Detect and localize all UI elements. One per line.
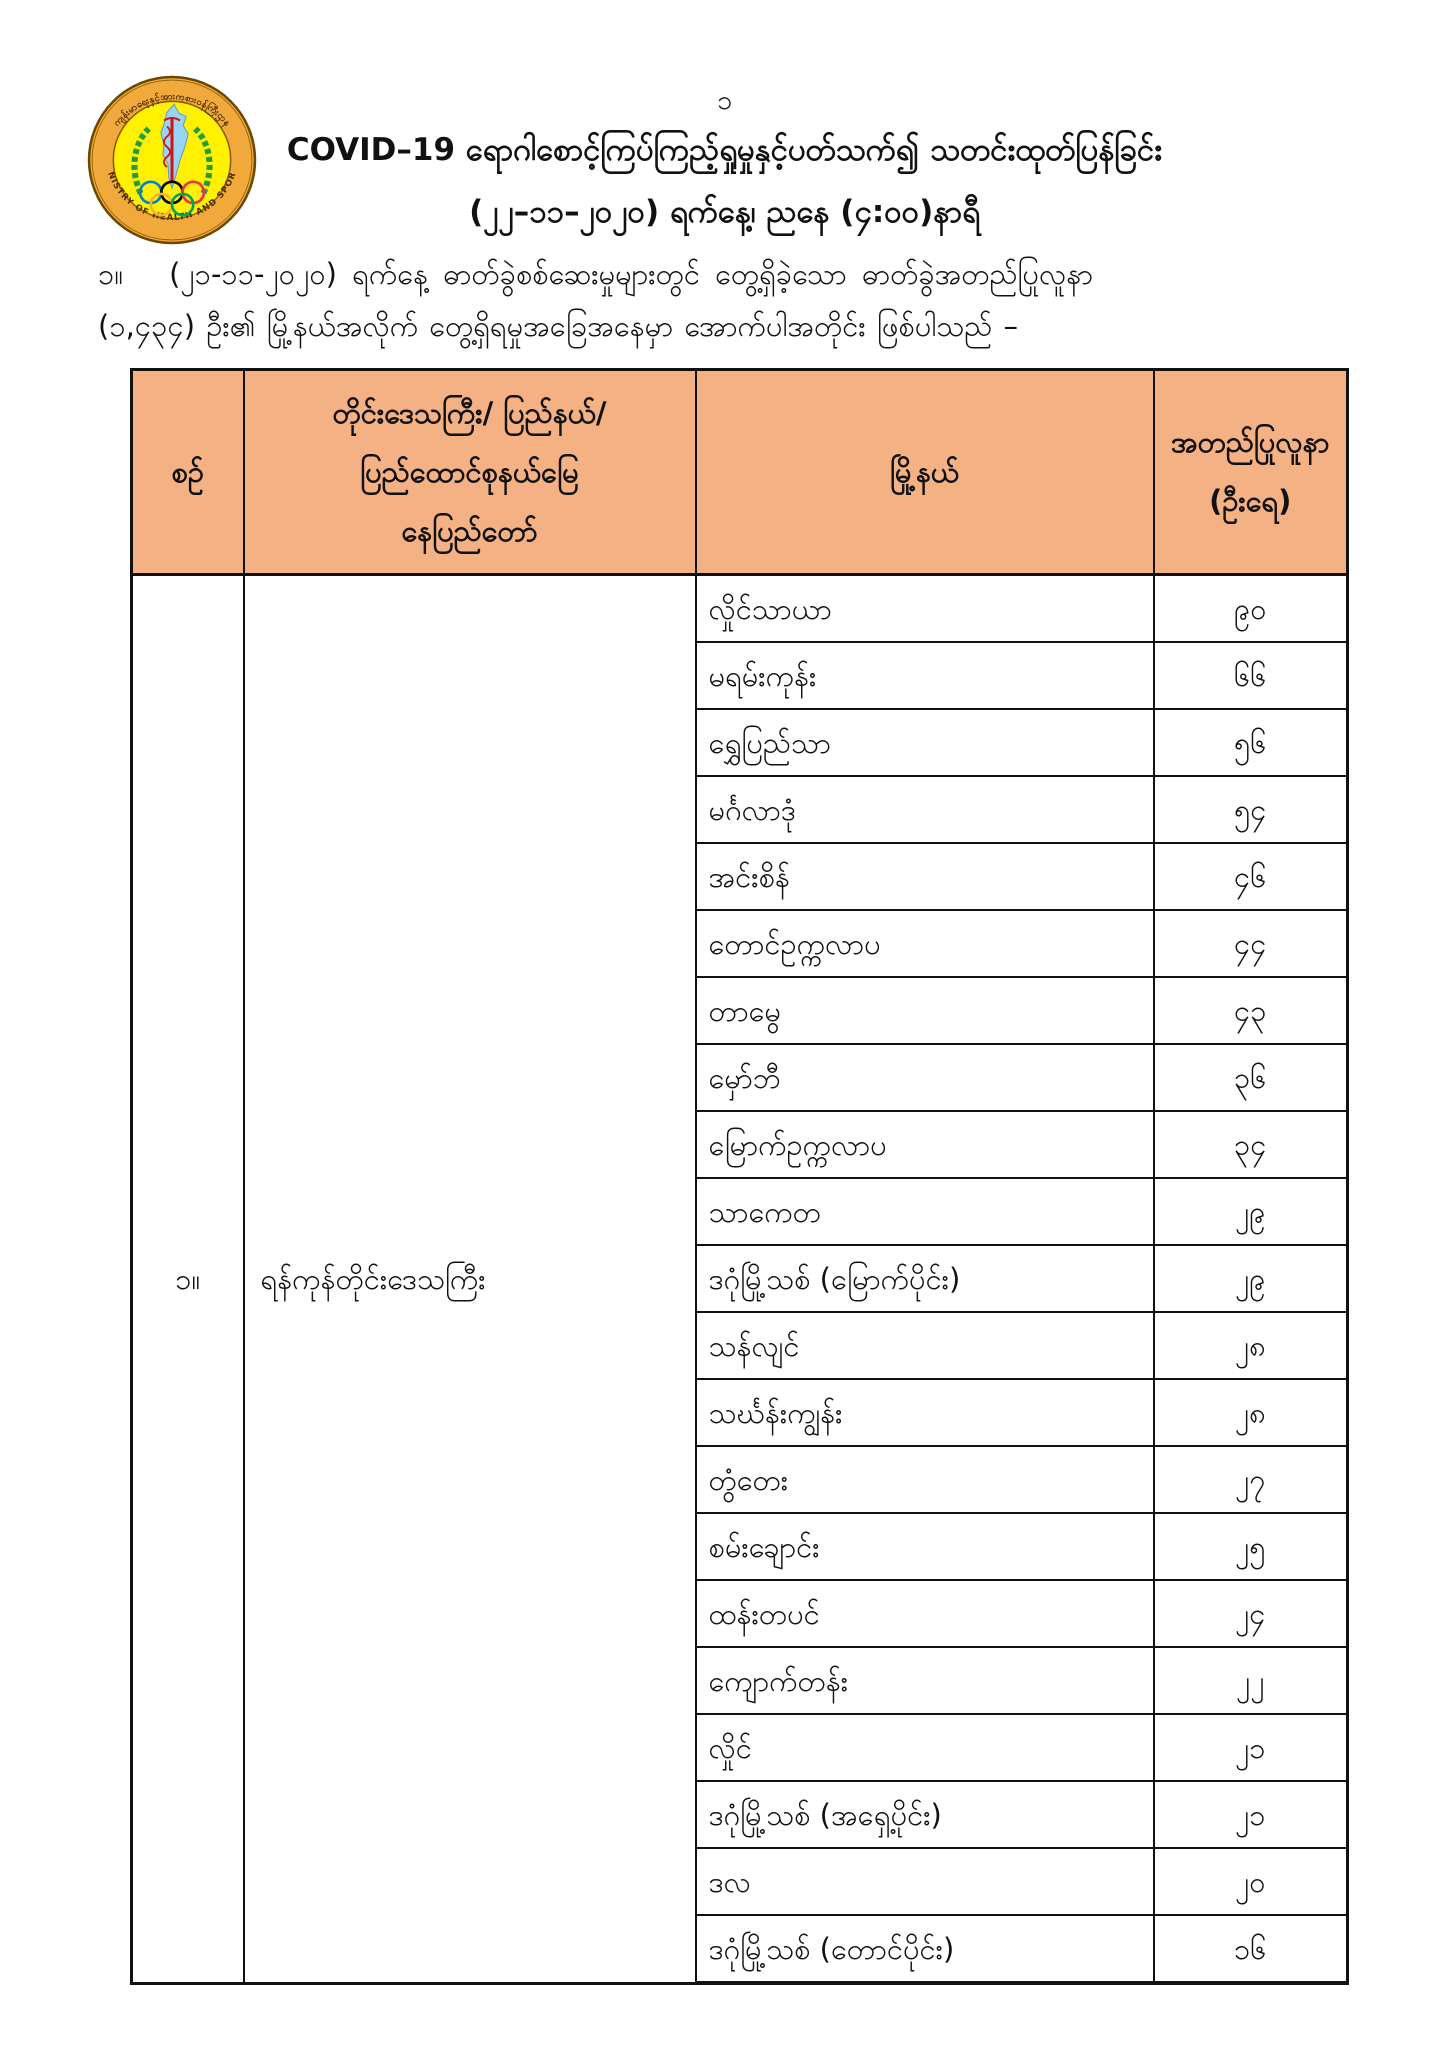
table-row: တောင်ဥက္ကလာပ ၄၄ [132, 909, 1349, 978]
table-row: သန်လျင် ၂၈ [132, 1311, 1349, 1380]
table-header: စဉ် တိုင်းဒေသကြီး/ ပြည်နယ်/ ပြည်ထောင်စုန… [130, 368, 1349, 576]
table-row: ဒလ ၂၀ [132, 1847, 1349, 1916]
document-date-line: (၂၂–၁၁–၂၀၂၀) ရက်နေ့၊ ညနေ (၄:၀၀)နာရီ [469, 194, 980, 230]
intro-line-1: ၁။ (၂၁-၁၁-၂၀၂၀) ရက်နေ့ ဓာတ်ခွဲစစ်ဆေးမှုမျ… [98, 248, 1350, 300]
page-number: ၁ [716, 85, 733, 116]
count-cell: ၂၉ [1152, 1177, 1349, 1246]
count-cell: ၅၄ [1152, 775, 1349, 844]
township-cell: ဒဂုံမြို့သစ် (အရှေ့ပိုင်း) [694, 1780, 1155, 1849]
count-cell: ၂၂ [1152, 1646, 1349, 1715]
township-cell: စမ်းချောင်း [694, 1512, 1155, 1581]
olympic-rings-icon [138, 180, 206, 217]
township-cell: တွံတေး [694, 1445, 1155, 1514]
township-cell: သန်လျင် [694, 1311, 1155, 1380]
intro-text-line1: (၂၁-၁၁-၂၀၂၀) ရက်နေ့ ဓာတ်ခွဲစစ်ဆေးမှုများ… [169, 257, 1094, 291]
region-cell: ရန်ကုန်တိုင်းဒေသကြီး [242, 573, 697, 1984]
table-row: မရမ်းကုန်း ၆၆ [132, 641, 1349, 710]
count-cell: ၄၄ [1152, 909, 1349, 978]
count-cell: ၂၅ [1152, 1512, 1349, 1581]
count-cell: ၄၆ [1152, 842, 1349, 911]
table-row: ၁။ ရန်ကုန်တိုင်းဒေသကြီး လှိုင်သာယာ ၉၀ [130, 573, 1349, 1984]
intro-paragraph: ၁။ (၂၁-၁၁-၂၀၂၀) ရက်နေ့ ဓာတ်ခွဲစစ်ဆေးမှုမျ… [98, 248, 1350, 352]
township-cell: တောင်ဥက္ကလာပ [694, 909, 1155, 978]
count-cell: ၂၈ [1152, 1311, 1349, 1380]
count-cell: ၁၆ [1152, 1914, 1349, 1985]
township-cell: ထန်းတပင် [694, 1579, 1155, 1648]
count-cell: ၃၄ [1152, 1110, 1349, 1179]
table-row: တွံတေး ၂၇ [132, 1445, 1349, 1514]
laurel-left-icon [131, 126, 151, 195]
township-cell: ဒလ [694, 1847, 1155, 1916]
table-row: ကျောက်တန်း ၂၂ [132, 1646, 1349, 1715]
township-cell: သင်္ဃန်းကျွန်း [694, 1378, 1155, 1447]
table-row: သင်္ဃန်းကျွန်း ၂၈ [132, 1378, 1349, 1447]
serial-cell: ၁။ [130, 573, 245, 1984]
table-row: အင်းစိန် ၄၆ [132, 842, 1349, 911]
laurel-right-icon [193, 126, 213, 195]
intro-text-line2: (၁,၄၃၄) ဦး၏ မြို့နယ်အလိုက် တွေ့ရှိရမှုအခ… [98, 309, 1019, 343]
count-cell: ၂၉ [1152, 1244, 1349, 1313]
table-row: ဒဂုံမြို့သစ် (မြောက်ပိုင်း) ၂၉ [132, 1244, 1349, 1313]
table-row: မှော်ဘီ ၃၆ [132, 1043, 1349, 1112]
count-cell: ၂၁ [1152, 1780, 1349, 1849]
table-row: မင်္ဂလာဒုံ ၅၄ [132, 775, 1349, 844]
caduceus-icon [163, 117, 181, 182]
table-body: ၁။ ရန်ကုန်တိုင်းဒေသကြီး လှိုင်သာယာ ၉၀ မရမ်းက… [130, 573, 1349, 1985]
count-cell: ၉၀ [1152, 573, 1349, 643]
count-cell: ၂၁ [1152, 1713, 1349, 1782]
table-row: မြောက်ဥက္ကလာပ ၃၄ [132, 1110, 1349, 1179]
count-cell: ၄၃ [1152, 976, 1349, 1045]
table-row: ရွှေပြည်သာ ၅၆ [132, 708, 1349, 777]
count-cell: ၃၆ [1152, 1043, 1349, 1112]
seal-outer-line [91, 79, 253, 241]
header-cell-serial: စဉ် [130, 368, 245, 576]
document-title: COVID–19 ရောဂါစောင့်ကြပ်ကြည့်ရှုမှုနှင့်… [286, 132, 1163, 168]
intro-item-number: ၁။ [98, 257, 124, 291]
count-cell: ၂၈ [1152, 1378, 1349, 1447]
header-cell-township: မြို့နယ် [694, 368, 1155, 576]
township-cell: ဒဂုံမြို့သစ် (တောင်ပိုင်း) [694, 1914, 1155, 1985]
table-row: စမ်းချောင်း ၂၅ [132, 1512, 1349, 1581]
count-cell: ၅၆ [1152, 708, 1349, 777]
township-cell: ကျောက်တန်း [694, 1646, 1155, 1715]
township-cell: လှိုင် [694, 1713, 1155, 1782]
table-row: သာကေတ ၂၉ [132, 1177, 1349, 1246]
header-cell-confirmed: အတည်ပြုလူနာ (ဦးရေ) [1152, 368, 1349, 576]
table-row: ထန်းတပင် ၂၄ [132, 1579, 1349, 1648]
township-cell: မင်္ဂလာဒုံ [694, 775, 1155, 844]
township-cell: တာမွေ [694, 976, 1155, 1045]
header-cell-region: တိုင်းဒေသကြီး/ ပြည်နယ်/ ပြည်ထောင်စုနယ်မြ… [242, 368, 697, 576]
ministry-seal-icon: ကျန်းမာရေးနှင့်အားကစားဝန်ကြီးဌာန MINISTR… [81, 67, 257, 245]
count-cell: ၂၀ [1152, 1847, 1349, 1916]
table-row: ဒဂုံမြို့သစ် (အရှေ့ပိုင်း) ၂၁ [132, 1780, 1349, 1849]
township-cell: မြောက်ဥက္ကလာပ [694, 1110, 1155, 1179]
myanmar-map-icon [160, 103, 189, 191]
township-cell: သာကေတ [694, 1177, 1155, 1246]
ministry-of-health-and-sports-logo: ကျန်းမာရေးနှင့်အားကစားဝန်ကြီးဌာန MINISTR… [81, 67, 258, 246]
table-row: လှိုင် ၂၁ [132, 1713, 1349, 1782]
township-cell: ဒဂုံမြို့သစ် (မြောက်ပိုင်း) [694, 1244, 1155, 1313]
table-row: တာမွေ ၄၃ [132, 976, 1349, 1045]
count-cell: ၂၇ [1152, 1445, 1349, 1514]
township-cell: မှော်ဘီ [694, 1043, 1155, 1112]
count-cell: ၆၆ [1152, 641, 1349, 710]
covid-confirmed-cases-table: စဉ် တိုင်းဒေသကြီး/ ပြည်နယ်/ ပြည်ထောင်စုန… [130, 368, 1349, 1985]
township-cell: လှိုင်သာယာ [694, 573, 1155, 643]
township-cell: အင်းစိန် [694, 842, 1155, 911]
count-cell: ၂၄ [1152, 1579, 1349, 1648]
table-row: ဒဂုံမြို့သစ် (တောင်ပိုင်း) ၁၆ [132, 1914, 1349, 1985]
township-cell: မရမ်းကုန်း [694, 641, 1155, 710]
township-cell: ရွှေပြည်သာ [694, 708, 1155, 777]
